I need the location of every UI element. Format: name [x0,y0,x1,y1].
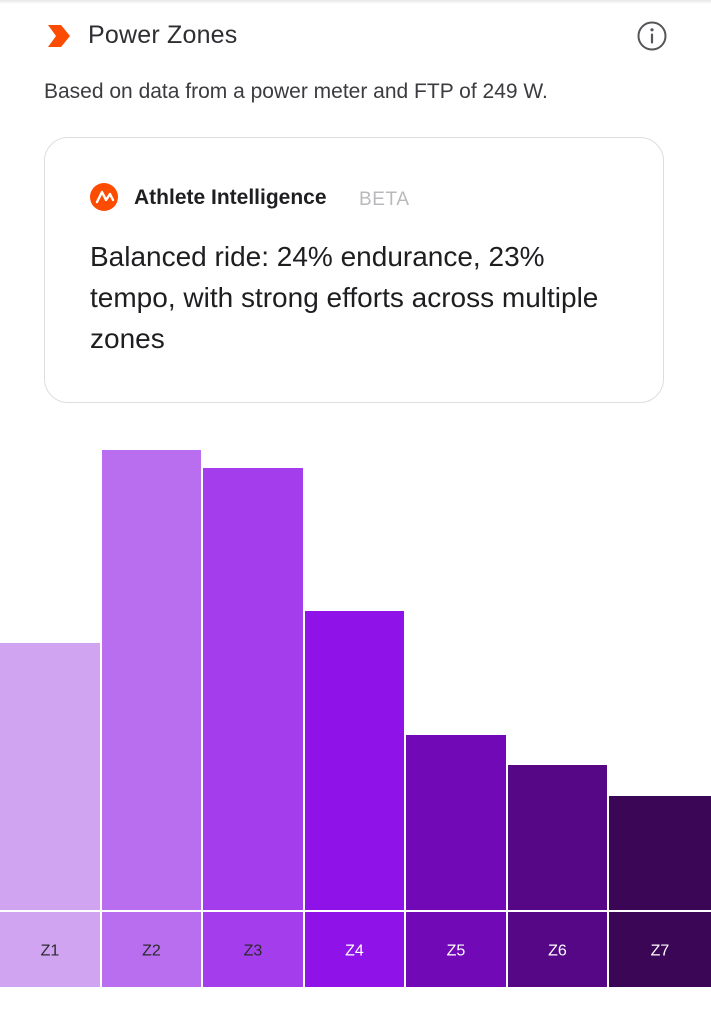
zone-label-z4: Z4 [345,943,364,960]
zone-label-z1: Z1 [41,943,60,960]
zone-bar-z1 [0,643,100,910]
zone-label-z7: Z7 [651,943,670,960]
zone-label-cell-z4 [305,912,404,987]
zone-label-z3: Z3 [244,943,263,960]
power-zones-bar-chart: Z1 Z2 Z3 Z4 Z5 Z6 Z7 [0,450,711,987]
zone-bar-z7 [609,796,711,910]
ride-summary: Balanced ride: 24% endurance, 23% tempo,… [90,241,599,354]
power-zones-chart: Z1 Z2 Z3 Z4 Z5 Z6 Z7 [0,420,711,990]
zone-label-z2: Z2 [142,943,161,960]
top-edge-shadow [0,0,711,4]
athlete-intelligence-label: Athlete Intelligence [134,186,327,209]
zone-label-cell-z2 [102,912,201,987]
zone-label-cell-z5 [406,912,506,987]
section-title: Power Zones [88,21,238,49]
zone-bar-z4 [305,611,404,910]
zone-label-cell-z6 [508,912,607,987]
info-button[interactable] [636,20,668,52]
zone-bar-z2 [102,450,201,910]
info-icon [636,21,668,55]
zone-bar-z5 [406,735,506,910]
zone-label-cell-z1 [0,912,100,987]
zone-label-z5: Z5 [447,943,466,960]
zone-bar-z6 [508,765,607,910]
zone-label-z6: Z6 [548,943,567,960]
orange-chevron-icon [46,24,72,48]
athlete-intelligence-icon [89,182,119,212]
zone-label-cell-z3 [203,912,303,987]
athlete-intelligence-card: Athlete Intelligence BETA Balanced ride:… [44,137,664,403]
section-header: Power Zones [0,14,711,58]
ftp-subtitle: Based on data from a power meter and FTP… [44,80,548,103]
zone-bar-z3 [203,468,303,910]
beta-badge: BETA [359,189,410,210]
zone-label-cell-z7 [609,912,711,987]
